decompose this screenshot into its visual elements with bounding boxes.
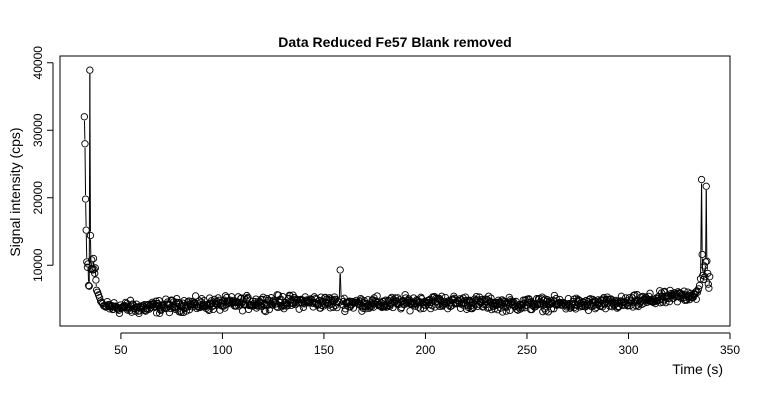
data-point [86, 66, 94, 74]
data-point [601, 305, 610, 313]
data-point [699, 271, 707, 280]
axes: 50 100 150 200 250 300 350 10000 20000 30000 40000 [31, 46, 740, 357]
data-point [191, 292, 200, 300]
data-marks [80, 66, 714, 318]
data-point [88, 256, 96, 264]
data-point [126, 306, 134, 315]
connector-segment [339, 273, 342, 296]
y-tick-label: 30000 [31, 113, 45, 147]
data-point [391, 294, 400, 302]
data-point [406, 307, 414, 315]
data-point [695, 281, 704, 290]
data-point [401, 291, 409, 299]
plot-frame [59, 55, 731, 327]
data-point [295, 305, 303, 313]
data-point [92, 276, 100, 284]
x-tick-label: 50 [114, 343, 128, 357]
data-point [698, 250, 706, 259]
x-tick-label: 100 [212, 343, 232, 357]
data-point [506, 306, 514, 315]
x-axis-label: Time (s) [672, 361, 723, 377]
data-point [692, 295, 700, 303]
data-point [95, 293, 104, 302]
data-point [155, 296, 163, 305]
data-point [618, 301, 627, 310]
data-point [126, 296, 135, 304]
y-tick-label: 10000 [31, 248, 45, 282]
data-point [463, 305, 471, 313]
data-point [539, 296, 548, 305]
data-point [80, 113, 89, 121]
data-point [705, 284, 713, 292]
data-point [216, 306, 224, 314]
data-point [238, 307, 247, 315]
data-point [332, 299, 340, 307]
data-point [84, 281, 93, 290]
connector-segment [701, 183, 703, 251]
connector-segment [84, 147, 87, 196]
data-point [706, 273, 714, 281]
data-point [694, 285, 703, 293]
data-point [243, 291, 251, 300]
data-point [115, 309, 124, 318]
connector-lines [83, 74, 710, 310]
data-point [81, 140, 89, 148]
data-point [509, 298, 518, 306]
data-point [502, 307, 510, 315]
data-point [286, 292, 294, 300]
data-point [570, 303, 579, 312]
data-point [84, 260, 92, 268]
data-point [176, 299, 184, 307]
y-tick-label: 40000 [31, 46, 45, 80]
data-point [82, 226, 90, 234]
data-point [81, 195, 90, 203]
data-point [89, 254, 98, 263]
data-point [693, 288, 702, 296]
connector-segment [338, 273, 341, 299]
data-point [373, 292, 381, 300]
y-tick-label: 20000 [31, 181, 45, 215]
data-point [177, 308, 185, 317]
data-point [91, 264, 99, 272]
connector-segment [89, 74, 91, 232]
data-point [666, 286, 674, 295]
data-point [341, 307, 349, 316]
data-point [285, 291, 294, 299]
data-point [701, 258, 710, 266]
x-tick-label: 350 [720, 343, 740, 357]
data-point [614, 303, 622, 311]
x-tick-label: 300 [618, 343, 638, 357]
data-point [525, 296, 534, 304]
data-point [90, 265, 98, 273]
data-point [382, 296, 390, 304]
data-point [591, 305, 599, 313]
y-axis-label: Signal intensity (cps) [7, 127, 23, 256]
data-point [85, 282, 93, 290]
data-point [702, 182, 710, 190]
x-tick-label: 250 [517, 343, 537, 357]
x-tick-label: 150 [314, 343, 334, 357]
data-point [646, 289, 654, 297]
data-point [703, 257, 711, 265]
data-point [244, 293, 252, 302]
data-point [83, 258, 91, 266]
data-point [181, 305, 189, 313]
data-point [572, 305, 580, 313]
data-point [86, 231, 95, 240]
connector-segment [705, 190, 708, 258]
chart-title: Data Reduced Fe57 Blank removed [278, 34, 511, 50]
x-tick-label: 200 [415, 343, 435, 357]
data-point [578, 302, 587, 311]
data-point [165, 308, 174, 317]
data-point [576, 303, 584, 311]
data-point [697, 175, 706, 184]
data-point [704, 280, 712, 288]
data-point [91, 269, 99, 277]
data-points [80, 66, 714, 318]
data-point [633, 291, 641, 299]
data-point [336, 266, 344, 274]
data-point [149, 300, 158, 308]
